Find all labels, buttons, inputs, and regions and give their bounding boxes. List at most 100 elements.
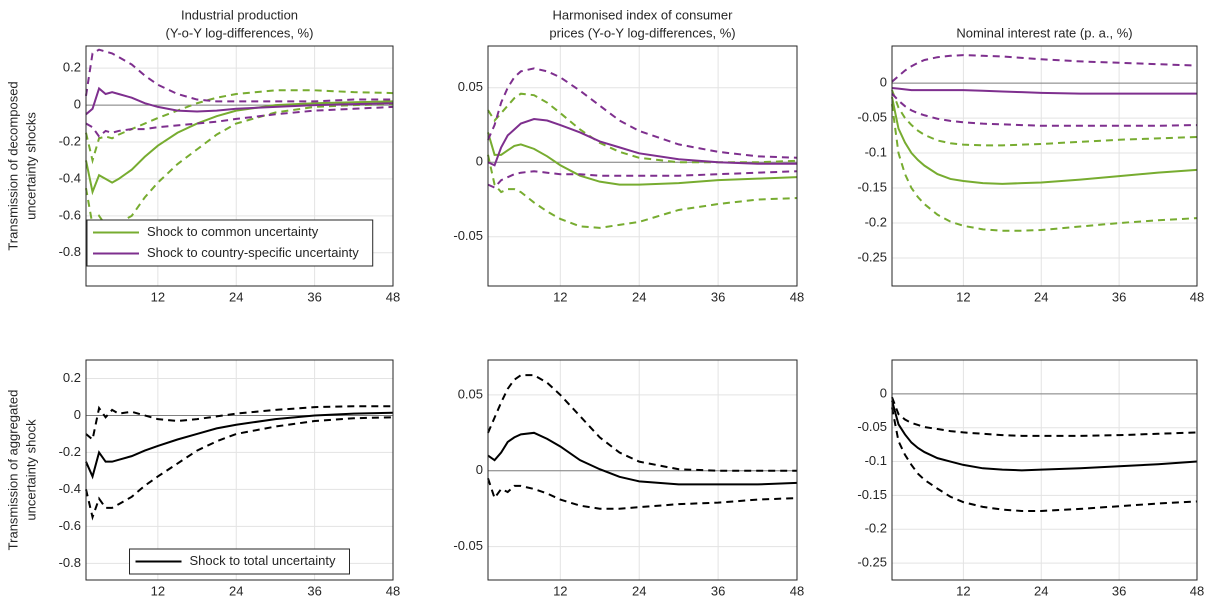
legend-label: Shock to total uncertainty bbox=[190, 553, 336, 568]
y-tick-label: 0 bbox=[476, 154, 483, 169]
y-tick-label: -0.15 bbox=[857, 179, 887, 194]
median-line bbox=[487, 431, 798, 486]
y-tick-label: -0.4 bbox=[59, 170, 81, 185]
axes-frame bbox=[891, 359, 1198, 581]
y-tick-label: 0 bbox=[476, 462, 483, 477]
panel-title: Nominal interest rate (p. a., %) bbox=[956, 25, 1132, 40]
panel: -0.05 0 0.05 12 24 36 48 bbox=[453, 359, 804, 598]
band-line bbox=[85, 48, 393, 103]
y-tick-label: -0.05 bbox=[857, 419, 887, 434]
band-line bbox=[487, 374, 797, 472]
y-tick-label: 0.2 bbox=[63, 60, 81, 75]
axes-frame bbox=[85, 359, 394, 581]
y-tick-label: -0.2 bbox=[865, 214, 887, 229]
x-tick-label: 36 bbox=[307, 289, 321, 304]
x-tick-label: 36 bbox=[711, 583, 725, 598]
band-line bbox=[891, 407, 1198, 512]
band-line bbox=[487, 92, 798, 164]
x-tick-label: 12 bbox=[553, 583, 567, 598]
x-tick-label: 12 bbox=[956, 583, 970, 598]
y-axis-label: Transmission of aggregated bbox=[5, 390, 20, 551]
x-tick-label: 36 bbox=[307, 583, 321, 598]
legend-label: Shock to common uncertainty bbox=[147, 224, 319, 239]
y-tick-label: 0 bbox=[74, 407, 81, 422]
legend: Shock to common uncertainty Shock to coun… bbox=[86, 219, 374, 267]
band-line bbox=[487, 67, 798, 159]
y-tick-label: -0.25 bbox=[857, 555, 887, 570]
y-tick-label: -0.25 bbox=[857, 249, 887, 264]
y-tick-label: -0.1 bbox=[865, 453, 887, 468]
y-tick-label: 0 bbox=[880, 385, 887, 400]
x-tick-label: 12 bbox=[151, 583, 165, 598]
y-tick-label: 0 bbox=[74, 97, 81, 112]
median-line bbox=[85, 411, 394, 480]
y-tick-label: 0.2 bbox=[63, 370, 81, 385]
panel: -0.8 -0.6 -0.4 -0.2 0 0.2 12 24 36 48 Industrial p… bbox=[5, 7, 400, 304]
x-tick-label: 24 bbox=[229, 583, 243, 598]
panel: -0.25 -0.2 -0.15 -0.1 -0.05 0 12 24 36 48 Nominal … bbox=[857, 25, 1204, 304]
y-tick-label: -0.05 bbox=[453, 538, 483, 553]
legend-label: Shock to country-specific uncertainty bbox=[147, 245, 359, 260]
y-tick-label: 0.05 bbox=[458, 79, 483, 94]
y-tick-label: -0.8 bbox=[59, 244, 81, 259]
axes-frame bbox=[85, 45, 394, 287]
x-tick-label: 24 bbox=[632, 583, 646, 598]
band-line bbox=[487, 154, 798, 229]
y-axis-label: Transmission of decomposed bbox=[5, 81, 20, 250]
median-line bbox=[891, 400, 1198, 472]
band-line bbox=[891, 92, 1198, 127]
x-tick-label: 48 bbox=[790, 583, 804, 598]
y-tick-label: -0.2 bbox=[59, 133, 81, 148]
y-tick-label: -0.05 bbox=[857, 110, 887, 125]
y-tick-label: -0.6 bbox=[59, 518, 81, 533]
band-line bbox=[85, 405, 393, 442]
y-tick-label: 0 bbox=[880, 75, 887, 90]
y-tick-label: -0.15 bbox=[857, 487, 887, 502]
panel-title: Harmonised index of consumer bbox=[553, 7, 734, 22]
x-tick-label: 24 bbox=[229, 289, 243, 304]
x-tick-label: 36 bbox=[1112, 583, 1126, 598]
axes-frame bbox=[487, 45, 798, 287]
band-line bbox=[487, 170, 798, 189]
median-line bbox=[891, 86, 1197, 95]
median-line bbox=[487, 118, 797, 167]
y-tick-label: -0.2 bbox=[865, 521, 887, 536]
panel: -0.25 -0.2 -0.15 -0.1 -0.05 0 12 24 36 48 bbox=[857, 359, 1204, 598]
axes-frame bbox=[487, 359, 798, 581]
x-tick-label: 48 bbox=[1190, 289, 1204, 304]
band-line bbox=[891, 54, 1198, 83]
x-tick-label: 24 bbox=[1034, 289, 1048, 304]
band-line bbox=[85, 105, 394, 138]
band-line bbox=[85, 416, 394, 521]
y-tick-label: -0.8 bbox=[59, 555, 81, 570]
band-line bbox=[487, 478, 798, 510]
y-tick-label: -0.4 bbox=[59, 481, 81, 496]
y-axis-label: uncertainty shocks bbox=[23, 112, 38, 220]
y-tick-label: -0.1 bbox=[865, 144, 887, 159]
x-tick-label: 12 bbox=[956, 289, 970, 304]
x-tick-label: 48 bbox=[790, 289, 804, 304]
x-tick-label: 12 bbox=[151, 289, 165, 304]
band-line bbox=[85, 103, 394, 228]
x-tick-label: 36 bbox=[1112, 289, 1126, 304]
y-tick-label: -0.05 bbox=[453, 228, 483, 243]
x-tick-label: 48 bbox=[386, 289, 400, 304]
median-line bbox=[85, 100, 394, 196]
y-tick-label: -0.2 bbox=[59, 444, 81, 459]
panel: -0.05 0 0.05 12 24 36 48 Harmonised index of co… bbox=[453, 7, 804, 304]
y-tick-label: 0.05 bbox=[458, 386, 483, 401]
legend-box bbox=[86, 219, 374, 267]
axes-frame bbox=[891, 45, 1198, 287]
x-tick-label: 12 bbox=[553, 289, 567, 304]
panel-title: (Y-o-Y log-differences, %) bbox=[166, 25, 314, 40]
x-tick-label: 36 bbox=[711, 289, 725, 304]
panel-title: prices (Y-o-Y log-differences, %) bbox=[549, 25, 735, 40]
x-tick-label: 24 bbox=[1034, 583, 1048, 598]
panel-title: Industrial production bbox=[181, 7, 298, 22]
median-line bbox=[85, 86, 394, 116]
band-line bbox=[891, 89, 1198, 147]
x-tick-label: 24 bbox=[632, 289, 646, 304]
band-line bbox=[891, 396, 1198, 437]
median-line bbox=[487, 132, 798, 186]
